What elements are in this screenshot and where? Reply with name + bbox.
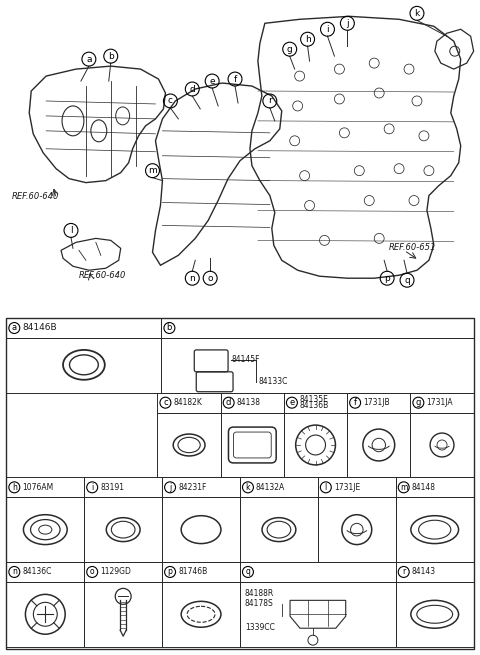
Text: g: g bbox=[416, 398, 421, 407]
Text: 84135E: 84135E bbox=[300, 395, 329, 404]
Text: 84231F: 84231F bbox=[178, 483, 206, 492]
Text: REF.60-651: REF.60-651 bbox=[389, 243, 436, 252]
Text: g: g bbox=[287, 45, 293, 54]
Bar bbox=[84, 497, 162, 562]
Text: 1129GD: 1129GD bbox=[100, 567, 131, 576]
Text: 1731JA: 1731JA bbox=[426, 398, 453, 407]
Text: e: e bbox=[289, 398, 295, 407]
Bar bbox=[240, 497, 318, 562]
Bar bbox=[6, 497, 84, 562]
Text: b: b bbox=[167, 324, 172, 333]
Bar bbox=[347, 413, 410, 477]
Text: l: l bbox=[324, 483, 327, 492]
Text: c: c bbox=[168, 96, 173, 105]
Bar bbox=[6, 318, 474, 648]
Bar bbox=[162, 477, 240, 497]
Bar bbox=[284, 413, 347, 477]
Text: b: b bbox=[108, 52, 114, 61]
Text: j: j bbox=[169, 483, 171, 492]
Text: i: i bbox=[91, 483, 93, 492]
Text: r: r bbox=[402, 567, 405, 576]
Text: d: d bbox=[190, 84, 195, 94]
Bar bbox=[157, 413, 221, 477]
Bar bbox=[396, 562, 474, 582]
Text: 84145F: 84145F bbox=[231, 356, 260, 364]
Text: REF.60-640: REF.60-640 bbox=[12, 191, 59, 200]
Text: 84148: 84148 bbox=[412, 483, 436, 492]
Bar bbox=[84, 477, 162, 497]
Text: h: h bbox=[305, 35, 311, 44]
Bar bbox=[240, 477, 318, 497]
Bar bbox=[162, 582, 240, 646]
Bar bbox=[6, 477, 84, 497]
Text: o: o bbox=[90, 567, 95, 576]
Text: d: d bbox=[226, 398, 231, 407]
Text: h: h bbox=[12, 483, 17, 492]
Bar bbox=[396, 477, 474, 497]
Bar bbox=[157, 393, 221, 413]
Text: j: j bbox=[346, 19, 348, 28]
Text: p: p bbox=[168, 567, 172, 576]
Text: 84182K: 84182K bbox=[173, 398, 202, 407]
Text: 1076AM: 1076AM bbox=[22, 483, 53, 492]
Text: f: f bbox=[233, 75, 237, 84]
Text: 84136B: 84136B bbox=[300, 401, 329, 410]
Text: n: n bbox=[12, 567, 17, 576]
Text: i: i bbox=[326, 25, 329, 34]
Text: REF.60-640: REF.60-640 bbox=[79, 271, 126, 280]
Bar bbox=[221, 393, 284, 413]
Bar bbox=[396, 582, 474, 646]
Text: r: r bbox=[268, 96, 272, 105]
Bar bbox=[347, 393, 410, 413]
Bar bbox=[161, 318, 474, 338]
Bar bbox=[6, 582, 84, 646]
Text: 84136C: 84136C bbox=[22, 567, 52, 576]
Text: 84188R: 84188R bbox=[245, 590, 274, 599]
Bar bbox=[240, 582, 396, 646]
Text: 1339CC: 1339CC bbox=[245, 623, 275, 632]
Bar bbox=[318, 497, 396, 562]
Text: 84143: 84143 bbox=[412, 567, 436, 576]
Text: f: f bbox=[354, 398, 357, 407]
Bar bbox=[6, 318, 161, 338]
Bar bbox=[221, 413, 284, 477]
Text: m: m bbox=[400, 483, 408, 492]
Text: 84133C: 84133C bbox=[259, 377, 288, 386]
Bar bbox=[162, 562, 240, 582]
Text: p: p bbox=[384, 274, 390, 283]
Bar bbox=[161, 338, 474, 393]
Text: k: k bbox=[246, 483, 250, 492]
Text: o: o bbox=[207, 274, 213, 283]
Text: e: e bbox=[209, 77, 215, 86]
Text: 81746B: 81746B bbox=[178, 567, 207, 576]
Text: k: k bbox=[414, 9, 420, 18]
Text: 1731JB: 1731JB bbox=[363, 398, 390, 407]
Bar bbox=[6, 562, 84, 582]
Text: 84132A: 84132A bbox=[256, 483, 285, 492]
Text: n: n bbox=[190, 274, 195, 283]
Text: 1731JE: 1731JE bbox=[334, 483, 360, 492]
Bar bbox=[396, 497, 474, 562]
Text: 84138: 84138 bbox=[237, 398, 261, 407]
Text: c: c bbox=[163, 398, 168, 407]
Bar bbox=[162, 497, 240, 562]
Bar bbox=[240, 562, 396, 582]
Bar bbox=[84, 562, 162, 582]
Text: q: q bbox=[245, 567, 251, 576]
Bar bbox=[318, 477, 396, 497]
Text: 83191: 83191 bbox=[100, 483, 124, 492]
Bar bbox=[84, 582, 162, 646]
Bar bbox=[284, 393, 347, 413]
Text: m: m bbox=[148, 166, 157, 175]
Text: a: a bbox=[86, 54, 92, 64]
Text: 84146B: 84146B bbox=[22, 324, 57, 333]
Text: 84178S: 84178S bbox=[245, 599, 274, 608]
Text: q: q bbox=[404, 276, 410, 285]
Bar bbox=[410, 393, 474, 413]
Text: l: l bbox=[70, 226, 72, 235]
Bar bbox=[6, 338, 161, 393]
Bar bbox=[410, 413, 474, 477]
Text: a: a bbox=[12, 324, 17, 333]
